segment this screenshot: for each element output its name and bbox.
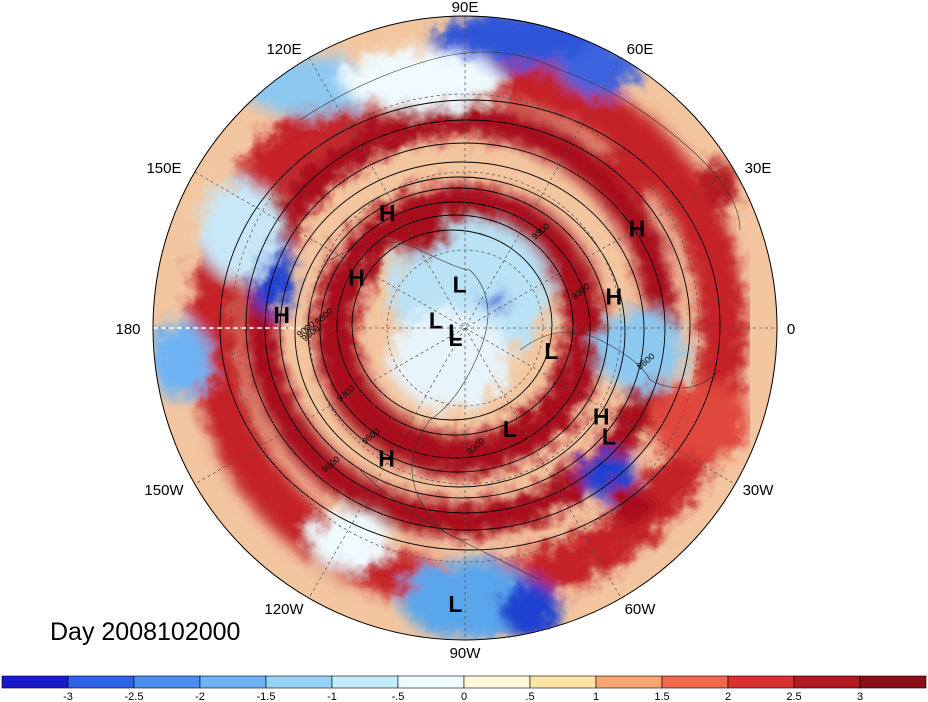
low-pressure-label: L (602, 423, 616, 449)
longitude-label: 90W (450, 645, 482, 662)
longitude-label: 120E (266, 41, 301, 58)
colorbar-tick-label: 2.5 (786, 691, 801, 702)
high-pressure-label: H (379, 200, 396, 226)
colorbar-tick-label: -3 (63, 691, 73, 702)
low-pressure-label: L (429, 308, 443, 334)
colorbar-segment (67, 675, 135, 689)
colorbar-segment (265, 675, 333, 689)
low-pressure-label: L (448, 320, 462, 346)
longitude-label: 180 (115, 321, 140, 338)
high-pressure-label: H (593, 404, 610, 430)
high-pressure-label: H (629, 216, 646, 242)
colorbar-segment (595, 675, 663, 689)
longitude-label: 150W (144, 482, 184, 499)
high-pressure-label: H (605, 283, 622, 309)
longitude-label: 90E (452, 0, 479, 16)
longitude-labels: 90E 60E 30E 0 30W 60W 90W 120W 150W 180 150E 120E (115, 0, 795, 662)
colorbar: -3 -2.5 -2 -1.5 -1 -.5 0 .5 1 1.5 2 2.5 3 (1, 675, 927, 702)
low-pressure-label: L (448, 591, 462, 617)
map-boundary (152, 15, 778, 641)
colorbar-tick-label: -1.5 (257, 691, 276, 702)
low-pressure-label: L (503, 416, 517, 442)
colorbar-segment (529, 675, 597, 689)
colorbar-tick-label: -1 (327, 691, 337, 702)
map-title: Day 2008102000 (50, 618, 241, 646)
longitude-label: 30W (743, 482, 775, 499)
colorbar-tick-label: 2 (725, 691, 731, 702)
colorbar-tick-label: -2 (195, 691, 205, 702)
longitude-label: 150E (146, 160, 181, 177)
coastlines (299, 51, 741, 581)
low-pressure-label: L (453, 272, 467, 298)
colorbar-segment (397, 675, 465, 689)
colorbar-segment (859, 675, 927, 689)
colorbar-tick-label: 3 (857, 691, 863, 702)
geopotential-contours (219, 99, 721, 551)
colorbar-tick-label: 1.5 (654, 691, 669, 702)
colorbar-segment (463, 675, 531, 689)
colorbar-tick-label: -2.5 (125, 691, 144, 702)
colorbar-segment (199, 675, 267, 689)
longitude-label: 60W (625, 601, 657, 618)
colorbar-tick-label: -.5 (392, 691, 405, 702)
colorbar-segment (1, 675, 69, 689)
colorbar-segment (133, 675, 201, 689)
longitude-label: 60E (627, 41, 654, 58)
colorbar-segment (661, 675, 729, 689)
longitude-label: 0 (787, 321, 795, 338)
colorbar-segment (727, 675, 795, 689)
low-pressure-label: L (544, 338, 558, 364)
colorbar-segment (331, 675, 399, 689)
colorbar-tick-label: 0 (461, 691, 467, 702)
high-pressure-label: H (348, 264, 365, 290)
colorbar-segment (793, 675, 861, 689)
colorbar-tick-label: 1 (593, 691, 599, 702)
longitude-label: 30E (745, 160, 772, 177)
high-pressure-label: H (273, 302, 290, 328)
low-pressure-label: L (448, 325, 462, 351)
high-pressure-label: H (378, 445, 395, 471)
colorbar-tick-label: .5 (525, 691, 534, 702)
longitude-label: 120W (264, 601, 304, 618)
